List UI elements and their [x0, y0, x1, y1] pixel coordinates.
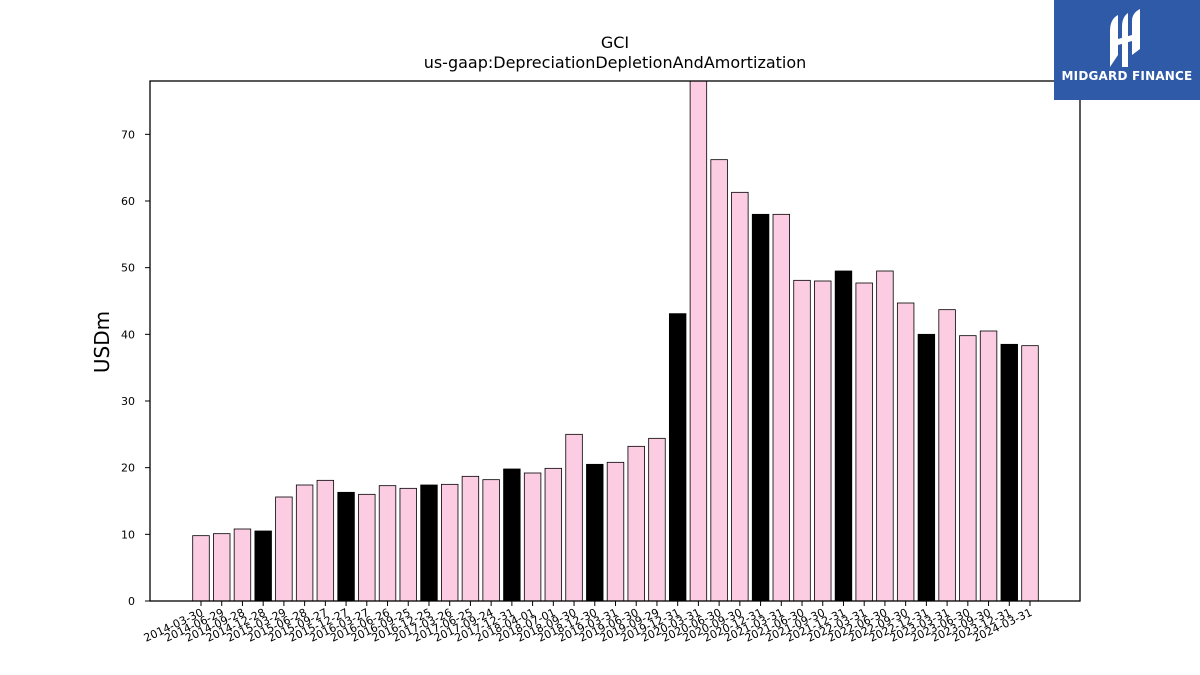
- logo-text: MIDGARD FINANCE: [1061, 69, 1193, 83]
- bar: [378, 485, 397, 602]
- bar: [233, 528, 252, 602]
- bar: [710, 159, 728, 602]
- bar: [213, 533, 231, 602]
- bar: [1021, 345, 1039, 602]
- bar: [606, 461, 625, 602]
- bar: [192, 535, 210, 602]
- bar: [1000, 343, 1018, 602]
- y-axis-label: USDm: [90, 311, 114, 373]
- chart-subtitle: us-gaap:DepreciationDepletionAndAmortiza…: [424, 53, 807, 72]
- y-tick-label: 50: [121, 262, 135, 275]
- midgard-logo: MIDGARD FINANCE: [1054, 0, 1200, 100]
- bar: [814, 280, 832, 602]
- bar: [793, 279, 811, 602]
- bar: [316, 479, 335, 602]
- bar: [523, 472, 542, 602]
- bar: [751, 213, 770, 602]
- bar: [586, 463, 604, 602]
- y-tick-label: 70: [121, 128, 135, 141]
- bar: [668, 313, 687, 602]
- bar: [731, 191, 749, 602]
- bar: [275, 496, 293, 602]
- bar: [461, 475, 480, 602]
- bar: [295, 484, 314, 602]
- y-tick-label: 10: [121, 528, 135, 541]
- bars-group: [192, 80, 1039, 602]
- bar: [896, 302, 915, 602]
- bar: [441, 483, 459, 602]
- bar: [254, 530, 272, 602]
- bar: [503, 468, 521, 602]
- bar: [399, 487, 417, 602]
- bar: [565, 433, 583, 602]
- bar: [544, 467, 563, 602]
- bar: [938, 309, 956, 602]
- bar: [959, 335, 977, 602]
- bar: [876, 270, 894, 602]
- bar: [917, 333, 936, 602]
- bar: [772, 213, 790, 602]
- bar: [337, 491, 355, 602]
- midgard-logo-icon: [1110, 9, 1140, 67]
- plot-frame: [149, 80, 1081, 602]
- y-tick-label: 20: [121, 462, 135, 475]
- bar: [834, 270, 853, 602]
- bar: [689, 80, 708, 602]
- bar: [358, 493, 376, 602]
- bar: [648, 437, 666, 602]
- bar: [627, 445, 645, 602]
- x-ticks-group: 2014-03-302014-06-292014-09-282014-12-28…: [142, 601, 1034, 645]
- y-tick-label: 60: [121, 195, 135, 208]
- bar: [979, 330, 998, 602]
- y-tick-label: 30: [121, 395, 135, 408]
- y-tick-label: 0: [128, 595, 135, 608]
- bar: [482, 479, 500, 602]
- y-tick-label: 40: [121, 328, 135, 341]
- chart-title: GCI: [601, 33, 629, 52]
- bar: [855, 282, 873, 602]
- y-ticks-group: 0 10 20 30 40 50 60 70: [121, 128, 150, 608]
- bar: [420, 484, 438, 602]
